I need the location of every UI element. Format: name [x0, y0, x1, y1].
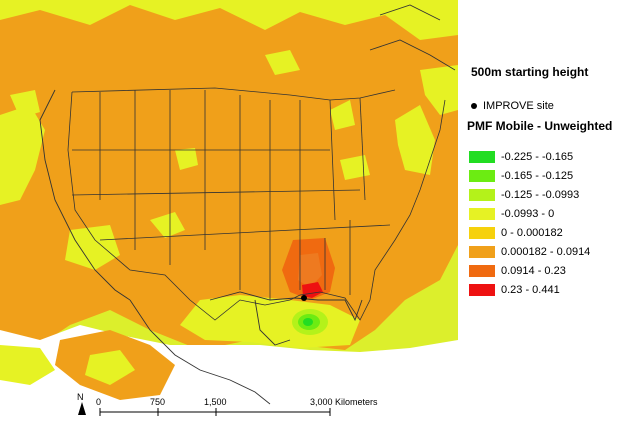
scale-label-0: 0 [96, 397, 101, 407]
north-arrow: N [77, 392, 86, 415]
gulf-hotspot-core [303, 318, 313, 326]
legend-list: -0.225 - -0.165 -0.165 - -0.125 -0.125 -… [469, 147, 590, 299]
legend-label: -0.165 - -0.125 [501, 169, 574, 182]
legend-label: 0.0914 - 0.23 [501, 264, 566, 277]
legend-item: -0.125 - -0.0993 [469, 185, 590, 204]
central-yellow-patch [175, 148, 198, 170]
canada-east-yellow-patch [420, 65, 458, 115]
legend-item: -0.0993 - 0 [469, 204, 590, 223]
legend-swatch [469, 264, 495, 277]
legend-swatch [469, 188, 495, 201]
north-label: N [77, 392, 84, 402]
southwest-yellow-patch [150, 212, 185, 238]
scale-label-3000: 3,000 Kilometers [310, 397, 378, 407]
map-title: 500m starting height [471, 65, 589, 79]
legend-panel: 500m starting height IMPROVE site PMF Mo… [458, 0, 620, 427]
site-legend-entry: IMPROVE site [471, 100, 554, 112]
pacific-south-yellow [0, 345, 55, 385]
mexico-south-yellow [85, 350, 135, 385]
scale-label-1500: 1,500 [204, 397, 227, 407]
legend-swatch [469, 169, 495, 182]
site-dot-icon [471, 103, 477, 110]
legend-label: -0.125 - -0.0993 [501, 188, 580, 201]
legend-swatch [469, 207, 495, 220]
orange-field [0, 5, 458, 350]
plume-inner [298, 253, 322, 288]
mexico-yellow-patch [65, 225, 120, 270]
legend-swatch [469, 226, 495, 239]
northwest-yellow-patch [10, 90, 40, 118]
legend-item: -0.225 - -0.165 [469, 147, 590, 166]
legend-label: 0 - 0.000182 [501, 226, 563, 239]
legend-label: -0.225 - -0.165 [501, 150, 574, 163]
northeast-yellow-patch [330, 100, 355, 130]
scale-label-750: 750 [150, 397, 165, 407]
legend-item: 0 - 0.000182 [469, 223, 590, 242]
west-yellow-patch [0, 105, 45, 205]
legend-label: 0.23 - 0.441 [501, 283, 560, 296]
legend-label: -0.0993 - 0 [501, 207, 555, 220]
map-panel: N 0 750 1,500 3,000 Kilometers [0, 0, 458, 427]
state-boundaries [67, 87, 446, 321]
atlantic-yellow-patch [395, 105, 435, 175]
east-yellow-patch [340, 155, 370, 180]
legend-item: 0.23 - 0.441 [469, 280, 590, 299]
legend-item: 0.000182 - 0.0914 [469, 242, 590, 261]
legend-item: -0.165 - -0.125 [469, 166, 590, 185]
improve-site-marker [301, 295, 307, 301]
map-canvas: N 0 750 1,500 3,000 Kilometers [0, 0, 458, 427]
legend-swatch [469, 283, 495, 296]
site-legend-label: IMPROVE site [483, 100, 554, 112]
scale-bar: 0 750 1,500 3,000 Kilometers [96, 397, 378, 416]
legend-swatch [469, 150, 495, 163]
legend-item: 0.0914 - 0.23 [469, 261, 590, 280]
gulf-yellow-region [180, 295, 360, 348]
legend-label: 0.000182 - 0.0914 [501, 245, 591, 258]
legend-title: PMF Mobile - Unweighted [467, 119, 613, 133]
canada-yellow-patch [265, 50, 300, 75]
legend-swatch [469, 245, 495, 258]
